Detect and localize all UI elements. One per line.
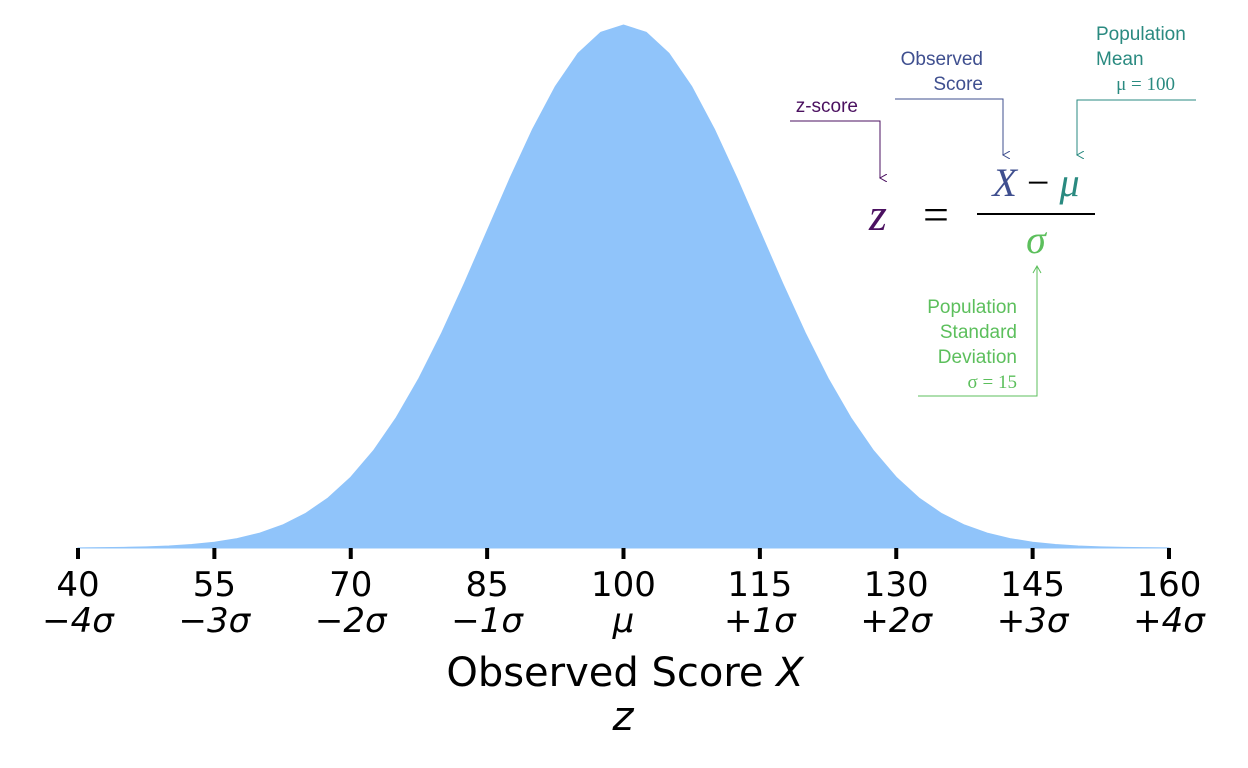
- x-axis-subtitle: z: [612, 694, 635, 740]
- sd-label: Deviation: [938, 347, 1017, 368]
- plot-area: [77, 24, 1170, 549]
- observed-label: Score: [933, 74, 983, 95]
- formula-numerator: X − μ: [990, 160, 1079, 205]
- formula-mu: μ: [1058, 160, 1079, 205]
- x-tick-sublabel: −1σ: [451, 601, 524, 641]
- sd-value: σ = 15: [968, 372, 1017, 393]
- x-tick-sublabel: −3σ: [179, 601, 252, 641]
- mean-value: μ = 100: [1116, 74, 1175, 95]
- mean-label: Mean: [1096, 49, 1144, 70]
- x-tick-sublabel: +2σ: [860, 601, 933, 641]
- mean-label: Population: [1096, 24, 1186, 45]
- observed-label: Observed: [901, 49, 983, 70]
- x-tick-sublabel: +1σ: [724, 601, 797, 641]
- density-area: [77, 24, 1170, 549]
- x-axis-title-text: Observed Score: [446, 650, 763, 696]
- sd-arrow-head: [1032, 264, 1042, 274]
- formula-x: X: [990, 160, 1018, 205]
- x-axis-title-var: X: [774, 650, 805, 696]
- formula-denominator: σ: [1026, 217, 1047, 262]
- x-tick-sublabel: μ: [612, 601, 635, 641]
- x-tick-label: 160: [1137, 565, 1202, 605]
- x-tick-label: 115: [727, 565, 792, 605]
- formula-minus: −: [1027, 160, 1050, 205]
- x-tick-label: 40: [56, 565, 99, 605]
- z-score-arrow: [790, 120, 880, 178]
- sd-arrow: [918, 266, 1038, 397]
- x-tick-label: 70: [329, 565, 372, 605]
- x-tick-sublabel: −4σ: [42, 601, 115, 641]
- x-tick-label: 145: [1000, 565, 1065, 605]
- observed-arrow: [895, 98, 1003, 155]
- mean-arrow: [1077, 99, 1196, 155]
- z-score-label: z-score: [796, 96, 858, 117]
- x-axis-title: Observed Score X: [446, 650, 805, 696]
- x-tick-label: 100: [591, 565, 656, 605]
- formula-lhs: z: [868, 189, 887, 240]
- sd-label: Population: [927, 297, 1017, 318]
- sd-label: Standard: [940, 322, 1017, 343]
- x-tick-label: 85: [465, 565, 508, 605]
- x-tick-sublabel: +3σ: [997, 601, 1070, 641]
- x-tick-label: 130: [864, 565, 929, 605]
- formula-eq: =: [923, 189, 949, 240]
- x-tick-label: 55: [193, 565, 236, 605]
- x-tick-sublabel: +4σ: [1133, 601, 1206, 641]
- x-tick-sublabel: −2σ: [315, 601, 388, 641]
